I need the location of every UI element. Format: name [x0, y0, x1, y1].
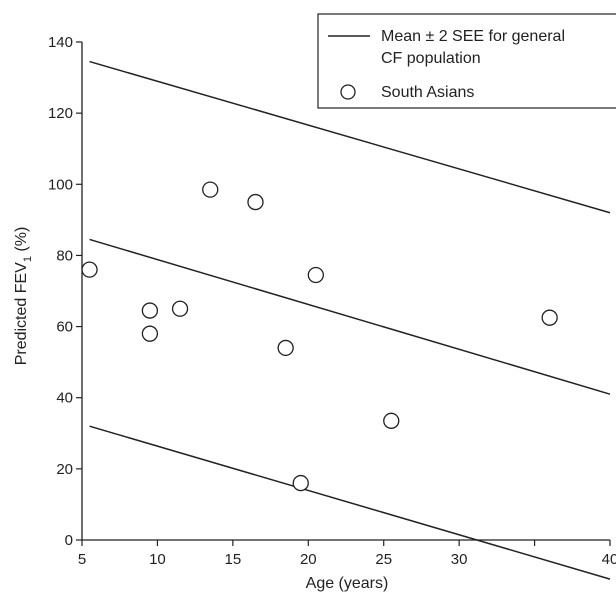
- reference-lines: [89, 60, 611, 580]
- y-tick-label: 80: [56, 247, 73, 264]
- y-tick-label: 100: [48, 176, 73, 193]
- x-tick-label: 15: [225, 551, 242, 568]
- x-tick-label: 25: [375, 551, 392, 568]
- scatter-point: [277, 339, 294, 357]
- data-points: [81, 181, 558, 492]
- legend-circle-swatch: [340, 84, 356, 100]
- reference-line: [89, 425, 611, 580]
- y-axis-title: Predicted FEV1 (%): [13, 227, 34, 366]
- reference-line: [89, 238, 611, 395]
- y-tick-label: 20: [56, 461, 73, 478]
- legend-line-label-2: CF population: [381, 50, 481, 67]
- reference-line: [89, 60, 611, 214]
- x-tick-label: 10: [149, 551, 166, 568]
- axes: [76, 41, 611, 546]
- y-axis-title-subscript: 1: [22, 256, 34, 262]
- scatter-point: [307, 266, 324, 284]
- scatter-point: [202, 181, 219, 198]
- scatter-point: [541, 309, 558, 326]
- x-tick-label: 30: [451, 551, 468, 568]
- scatter-point: [141, 325, 159, 342]
- x-tick-label: 40: [602, 551, 616, 568]
- legend: Mean ± 2 SEE for general CF population S…: [317, 13, 616, 109]
- legend-box: [317, 13, 616, 109]
- y-tick-label: 140: [48, 34, 73, 51]
- scatter-point: [81, 261, 98, 278]
- y-tick-label: 60: [56, 319, 73, 336]
- y-axis-title-suffix: (%): [13, 227, 30, 256]
- y-tick-label: 40: [56, 390, 73, 407]
- x-tick-label: 20: [300, 551, 317, 568]
- scatter-point: [247, 193, 264, 211]
- x-tick-label: 5: [78, 551, 86, 568]
- legend-line-label-1: Mean ± 2 SEE for general: [381, 28, 565, 45]
- y-axis-title-main: Predicted FEV: [13, 262, 30, 365]
- y-tick-label: 0: [65, 532, 73, 549]
- y-tick-label: 120: [48, 105, 73, 122]
- scatter-point: [292, 474, 309, 492]
- scatter-point: [171, 300, 189, 317]
- tick-labels: 0 20 40 60 80 100 120 140 5 10 15 20 25 30 40: [48, 34, 616, 568]
- scatter-point: [141, 302, 159, 319]
- scatter-point: [383, 412, 400, 429]
- legend-points-label: South Asians: [381, 84, 474, 101]
- x-axis-title: Age (years): [306, 575, 389, 592]
